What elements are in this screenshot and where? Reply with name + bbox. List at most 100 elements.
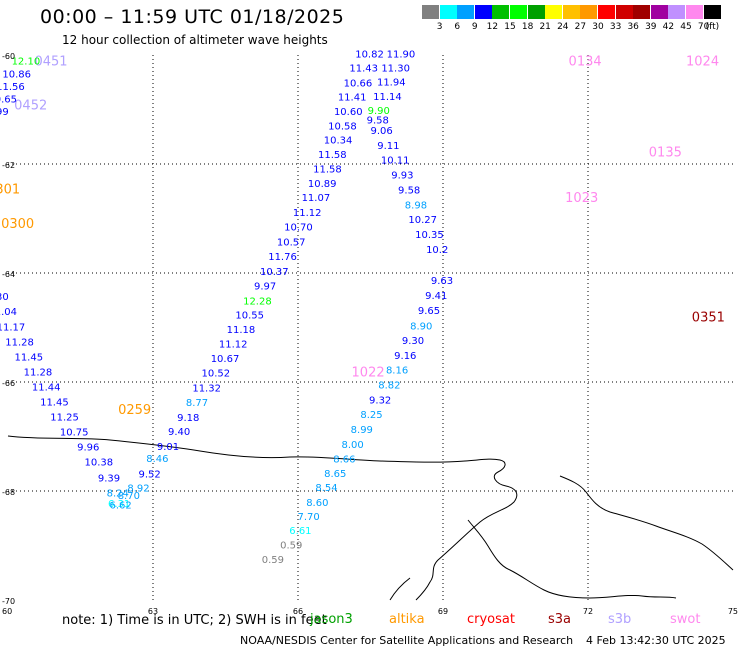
wave-height-value: 8.98 <box>405 200 427 211</box>
lat-tick-label: -70 <box>2 597 15 606</box>
wave-height-value: 9.97 <box>254 282 276 293</box>
wave-height-value: 10.35 <box>415 230 444 241</box>
colorbar-swatch <box>422 5 439 19</box>
colorbar-swatch <box>598 5 615 19</box>
wave-height-value: 8.65 <box>324 469 346 480</box>
wave-height-value: 9.63 <box>431 276 453 287</box>
page-title: 00:00 – 11:59 UTC 01/18/2025 <box>40 6 344 28</box>
colorbar-swatch <box>545 5 562 19</box>
colorbar-swatch <box>563 5 580 19</box>
wave-height-value: 8.16 <box>386 365 408 376</box>
colorbar-swatch <box>528 5 545 19</box>
wave-height-value: 8.77 <box>186 398 208 409</box>
colorbar-swatch <box>580 5 597 19</box>
lon-tick-label: 69 <box>438 607 448 616</box>
wave-height-value: 10.75 <box>60 428 89 439</box>
wave-height-value: 11.28 <box>5 338 34 349</box>
wave-height-value: 11.41 <box>338 92 367 103</box>
wave-height-value: 10.38 <box>85 458 114 469</box>
wave-height-value: 9.93 <box>391 170 413 181</box>
wave-height-value: 11.14 <box>373 92 402 103</box>
altimeter-tracks: 0451045203010300025910221023013410240135… <box>0 49 725 566</box>
coastline-segment <box>390 578 410 600</box>
lat-tick-label: -62 <box>2 161 15 170</box>
wave-height-value: 9.58 <box>367 115 389 126</box>
colorbar-swatch <box>492 5 509 19</box>
wave-height-value: 9.30 <box>402 336 424 347</box>
wave-height-value: 7.70 <box>298 512 320 523</box>
wave-height-value: 10.60 <box>334 107 363 118</box>
wave-height-value: 9.40 <box>168 427 190 438</box>
lon-tick-label: 75 <box>728 607 738 616</box>
colorbar-swatch <box>633 5 650 19</box>
pass-number-label: 1024 <box>686 55 719 70</box>
wave-height-value: 10.11 <box>381 156 410 167</box>
wave-height-value: 11.07 <box>302 193 331 204</box>
pass-number-label: 0259 <box>118 403 151 418</box>
colorbar-swatch <box>704 5 721 19</box>
wave-height-value: 6.61 <box>289 526 311 537</box>
wave-height-value: 8.46 <box>146 454 168 465</box>
lat-tick-label: -60 <box>2 52 15 61</box>
wave-height-value: 11.18 <box>227 325 256 336</box>
wave-height-value: 11.04 <box>0 307 17 318</box>
generation-timestamp: 4 Feb 13:42:30 UTC 2025 <box>586 634 726 647</box>
wave-height-value: 8.66 <box>333 454 355 465</box>
pass-number-label: 0351 <box>692 311 725 326</box>
wave-height-value: 8.90 <box>410 321 432 332</box>
wave-height-value: 8.82 <box>378 381 400 392</box>
wave-height-value: 10.58 <box>328 121 357 132</box>
wave-height-value: 11.32 <box>192 383 221 394</box>
wave-height-value: 6.62 <box>109 501 131 512</box>
wave-height-value: 9.32 <box>369 395 391 406</box>
wave-height-value: 12.28 <box>243 296 272 307</box>
wave-height-value: 9.41 <box>425 291 447 302</box>
wave-height-value: 11.94 <box>377 78 406 89</box>
wave-height-value: 11.45 <box>14 352 43 363</box>
pass-number-label: 0300 <box>1 217 34 232</box>
wave-height-value: 10.55 <box>235 310 264 321</box>
wave-height-value: 9.18 <box>177 413 199 424</box>
colorbar-swatch <box>510 5 527 19</box>
pass-number-label: 1022 <box>352 366 385 381</box>
wave-height-value: 11.12 <box>293 208 322 219</box>
wave-height-value: 11.44 <box>32 382 61 393</box>
coastline-segment <box>468 520 676 598</box>
lat-tick-label: -66 <box>2 379 15 388</box>
colorbar-swatch <box>457 5 474 19</box>
wave-height-value: 9.16 <box>394 351 416 362</box>
mission-label-swot: swot <box>670 612 700 627</box>
colorbar-swatch <box>616 5 633 19</box>
mission-label-s3b: s3b <box>608 612 631 627</box>
pass-number-label: 0134 <box>569 55 602 70</box>
wave-height-value: 9.06 <box>370 126 392 137</box>
pass-number-label: 0452 <box>14 99 47 114</box>
footer-note: note: 1) Time is in UTC; 2) SWH is in fe… <box>62 613 327 628</box>
wave-height-value: 11.17 <box>0 322 25 333</box>
wave-height-value: 8.60 <box>306 498 328 509</box>
wave-height-value: 8.00 <box>341 440 363 451</box>
wave-height-value: 10.70 <box>284 223 313 234</box>
wave-height-value: 9.52 <box>138 470 160 481</box>
wave-height-value: 11.58 <box>318 150 347 161</box>
pass-number-label: 1023 <box>565 191 598 206</box>
lat-tick-label: -64 <box>2 270 15 279</box>
mission-label-s3a: s3a <box>548 612 571 627</box>
wave-height-value: 10.2 <box>426 245 448 256</box>
colorbar-swatch <box>475 5 492 19</box>
wave-height-value: 9.65 <box>418 306 440 317</box>
lat-tick-label: -68 <box>2 488 15 497</box>
wave-height-value: 9.58 <box>398 186 420 197</box>
wave-height-value: 10.86 <box>2 70 31 81</box>
wave-height-value: 11.45 <box>40 398 69 409</box>
wave-height-value: 10.52 <box>202 369 231 380</box>
mission-label-jason3: jason3 <box>310 612 353 627</box>
pass-number-label: 0135 <box>649 146 682 161</box>
wave-height-value: 10.27 <box>408 215 437 226</box>
colorbar-swatch <box>651 5 668 19</box>
wave-height-value: 11.30 <box>381 64 410 75</box>
wave-height-value: 8.25 <box>360 410 382 421</box>
wave-height-value: 11.30 <box>0 292 9 303</box>
lon-tick-label: 60 <box>2 607 12 616</box>
